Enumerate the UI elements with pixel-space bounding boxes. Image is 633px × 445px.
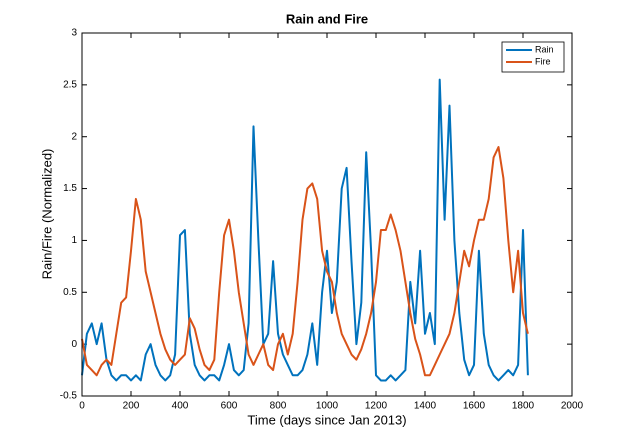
chart-title: Rain and Fire [286, 11, 368, 26]
x-tick-label: 0 [79, 401, 85, 412]
y-tick-label: 0 [71, 339, 77, 350]
x-tick-label: 600 [221, 401, 238, 412]
legend-box [501, 41, 565, 73]
y-tick-label: 3 [71, 28, 77, 39]
x-tick-label: 2000 [561, 401, 584, 412]
x-tick-label: 1200 [365, 401, 388, 412]
x-tick-label: 1800 [512, 401, 535, 412]
y-tick-label: 0.5 [63, 287, 77, 298]
y-tick-label: 2.5 [63, 79, 77, 90]
x-tick-label: 1600 [463, 401, 486, 412]
y-tick-label: 2 [71, 131, 77, 142]
y-tick-label: 1.5 [63, 183, 77, 194]
x-tick-label: 400 [172, 401, 189, 412]
legend-label: Rain [535, 44, 554, 54]
legend-label: Fire [535, 56, 551, 66]
plot-frame [81, 32, 573, 397]
x-tick-label: 200 [123, 401, 140, 412]
x-axis-label: Time (days since Jan 2013) [247, 412, 406, 427]
line-series [81, 146, 529, 377]
line-series [81, 78, 529, 382]
y-axis-label: Rain/Fire (Normalized) [39, 149, 54, 280]
y-tick-label: -0.5 [60, 391, 78, 402]
x-tick-label: 800 [270, 401, 287, 412]
y-tick-label: 1 [71, 235, 77, 246]
x-tick-label: 1000 [316, 401, 339, 412]
x-tick-label: 1400 [414, 401, 437, 412]
